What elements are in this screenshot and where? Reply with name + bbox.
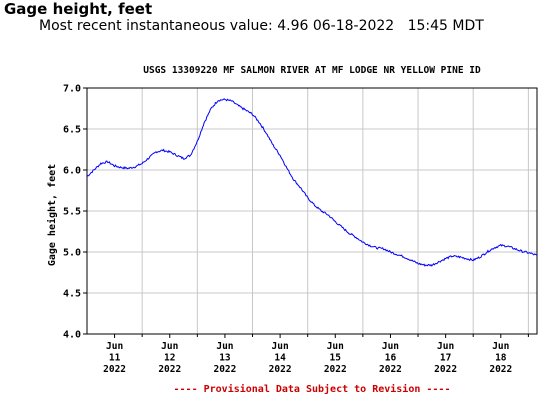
y-tick-label: 5.0: [63, 248, 81, 259]
x-tick-label: 14: [274, 353, 286, 364]
y-tick-labels: 4.0 4.5 5.0 5.5 6.0 6.5 7.0: [63, 84, 81, 341]
gage-height-series-line: [86, 98, 538, 267]
y-tick-label: 4.0: [63, 330, 81, 341]
x-tick-label: Jun: [382, 341, 399, 352]
latest-label: Most recent instantaneous value:: [39, 18, 273, 34]
x-tick-label: 2022: [269, 364, 292, 375]
provisional-notice: ---- Provisional Data Subject to Revisio…: [174, 383, 451, 395]
x-tick-label: 2022: [489, 364, 512, 375]
y-tick-label: 7.0: [63, 84, 81, 95]
x-tick-label: 2022: [379, 364, 402, 375]
x-tick-label: 2022: [434, 364, 457, 375]
x-tick-label: 2022: [158, 364, 181, 375]
x-tick-label: Jun: [492, 341, 509, 352]
grid-lines: [87, 88, 537, 334]
x-tick-label: 2022: [213, 364, 236, 375]
x-tick-label: 16: [385, 353, 397, 364]
y-tick-label: 6.5: [63, 125, 81, 136]
chart-title: USGS 13309220 MF SALMON RIVER AT MF LODG…: [143, 65, 481, 76]
x-tick-label: 11: [109, 353, 121, 364]
latest-date: 06-18-2022: [312, 18, 395, 34]
x-tick-label: 15: [330, 353, 342, 364]
y-axis-title: Gage height, feet: [46, 164, 58, 266]
axis-ticks: [83, 87, 529, 338]
y-tick-label: 6.0: [63, 166, 81, 177]
x-tick-label: Jun: [327, 341, 344, 352]
x-tick-label: 2022: [103, 364, 126, 375]
x-tick-label: Jun: [161, 341, 178, 352]
page-title: Gage height, feet: [4, 0, 153, 18]
latest-value-line: Most recent instantaneous value: 4.96 06…: [39, 18, 484, 34]
x-tick-label: Jun: [272, 341, 289, 352]
x-tick-label: 12: [164, 353, 175, 364]
latest-time: 15:45 MDT: [407, 18, 484, 34]
x-tick-label: 13: [219, 353, 231, 364]
x-tick-label: Jun: [106, 341, 123, 352]
latest-value: 4.96: [277, 18, 309, 34]
x-tick-label: 17: [440, 353, 451, 364]
x-tick-label: Jun: [216, 341, 233, 352]
y-tick-label: 5.5: [63, 207, 81, 218]
x-tick-label: Jun: [437, 341, 454, 352]
y-tick-label: 4.5: [63, 289, 81, 300]
x-tick-labels: Jun112022Jun122022Jun132022Jun142022Jun1…: [103, 341, 512, 375]
x-tick-label: 18: [495, 353, 507, 364]
x-tick-label: 2022: [324, 364, 347, 375]
